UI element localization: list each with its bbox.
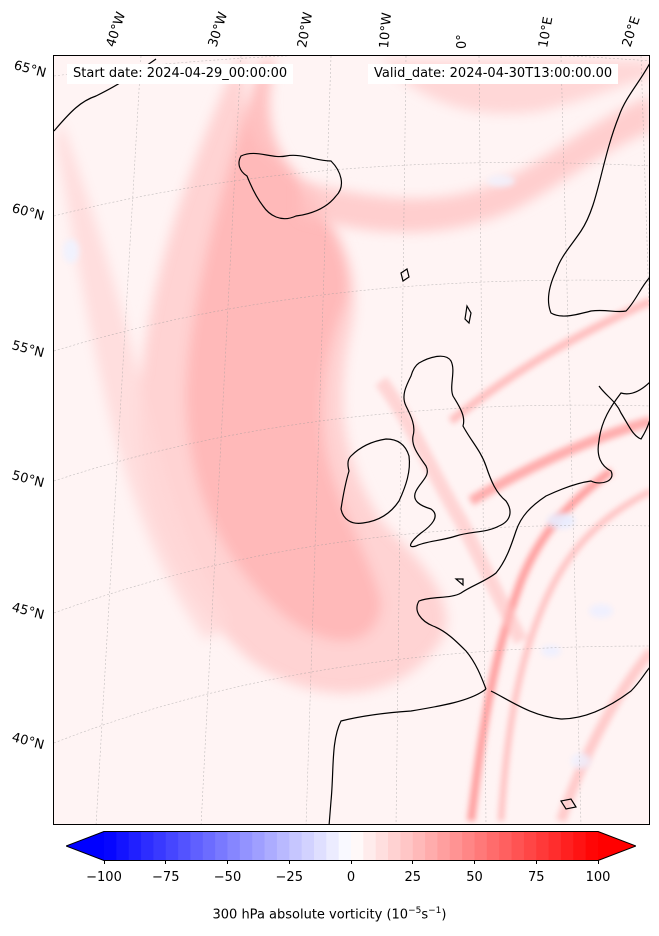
colorbar-tick-mark	[103, 860, 105, 864]
colorbar-extend-max	[598, 831, 636, 861]
lat-label-65n: 65°N	[12, 58, 48, 82]
colorbar-tick-label: 0	[346, 870, 356, 885]
lat-label-55n: 55°N	[10, 338, 46, 362]
colorbar-tick-label: −75	[152, 870, 180, 885]
colorbar-swatch	[252, 831, 266, 861]
colorbar-swatch	[326, 831, 340, 861]
colorbar-swatch	[425, 831, 438, 861]
colorbar-tick-mark	[288, 860, 290, 864]
lat-label-60n: 60°N	[10, 201, 46, 225]
lon-label-20e: 20°E	[619, 14, 644, 50]
colorbar-swatch	[301, 831, 315, 861]
colorbar-tick-label: −100	[86, 870, 122, 885]
colorbar-tick-label: −25	[275, 870, 303, 885]
colorbar-swatch	[486, 831, 500, 861]
colorbar-swatch	[338, 831, 352, 861]
map-canvas	[54, 56, 649, 824]
colorbar-swatch	[276, 831, 290, 861]
colorbar-swatch	[289, 831, 303, 861]
graticule	[54, 56, 649, 824]
lat-label-45n: 45°N	[10, 600, 46, 624]
colorbar-tick-label: 50	[466, 870, 483, 885]
colorbar-swatch	[412, 831, 426, 861]
lon-label-30w: 30°W	[205, 10, 232, 49]
lon-label-40w: 40°W	[103, 10, 130, 49]
lat-label-40n: 40°N	[10, 730, 46, 754]
colorbar-tick-label: 75	[527, 870, 545, 885]
colorbar-tick-label: −50	[213, 870, 242, 885]
colorbar-swatch	[264, 831, 278, 861]
lon-label-10w: 10°W	[377, 11, 396, 49]
colorbar-swatch	[190, 831, 204, 861]
colorbar-swatch	[511, 831, 525, 861]
colorbar-swatch	[449, 831, 463, 861]
colorbar-swatch	[128, 831, 142, 861]
colorbar-label-exponent-2: −1	[428, 906, 442, 916]
colorbar-tick-mark	[165, 860, 167, 864]
colorbar-tick-label: 25	[404, 870, 422, 885]
colorbar-swatch	[227, 831, 241, 861]
colorbar-swatch	[363, 831, 377, 861]
colorbar-label-unit: s	[421, 907, 429, 923]
coastlines	[54, 58, 649, 824]
colorbar-tick-mark	[535, 860, 537, 864]
colorbar-swatch	[536, 831, 550, 861]
colorbar-swatch	[499, 831, 513, 861]
colorbar-swatch	[313, 831, 327, 861]
lat-label-50n: 50°N	[10, 468, 46, 492]
colorbar-swatch	[474, 831, 488, 861]
colorbar-label-end: )	[441, 907, 447, 923]
colorbar	[66, 831, 636, 861]
colorbar-swatch	[548, 831, 562, 861]
colorbar-swatch	[400, 831, 414, 861]
start-date-label: Start date: 2024-04-29_00:00:00	[67, 64, 294, 84]
lon-label-20w: 20°W	[295, 11, 317, 50]
colorbar-swatch	[116, 831, 130, 861]
colorbar-tick-mark	[412, 860, 414, 864]
vorticity-streaks-east	[375, 297, 649, 823]
colorbar-tick-mark	[597, 860, 599, 864]
colorbar-swatch	[462, 831, 475, 861]
colorbar-swatch	[523, 831, 537, 861]
vorticity-map[interactable]	[53, 55, 650, 825]
colorbar-tick-label: 100	[585, 870, 611, 885]
colorbar-tick-mark	[227, 860, 228, 864]
valid-date-label: Valid_date: 2024-04-30T13:00:00.00	[368, 64, 619, 84]
colorbar-swatch	[560, 831, 574, 861]
colorbar-swatch	[104, 831, 117, 861]
colorbar-swatch	[437, 831, 451, 861]
colorbar-swatch	[202, 831, 216, 861]
colorbar-swatch	[165, 831, 179, 861]
colorbar-swatch	[351, 831, 364, 861]
colorbar-extend-min	[66, 831, 104, 861]
colorbar-swatch	[388, 831, 401, 861]
colorbar-swatch	[573, 831, 587, 861]
colorbar-swatch	[375, 831, 389, 861]
colorbar-tick-mark	[474, 860, 475, 864]
colorbar-swatch	[585, 831, 599, 861]
colorbar-label-exponent-1: −5	[408, 906, 422, 916]
colorbar-label-text: 300 hPa absolute vorticity (10	[212, 907, 409, 923]
vorticity-band-west	[56, 61, 447, 694]
colorbar-swatch	[153, 831, 167, 861]
lon-label-0: 0°	[455, 34, 470, 49]
colorbar-label: 300 hPa absolute vorticity (10−5s−1)	[0, 906, 659, 922]
colorbar-swatch	[215, 831, 228, 861]
colorbar-swatch	[178, 831, 191, 861]
lon-label-10e: 10°E	[536, 15, 557, 49]
colorbar-swatch	[141, 831, 154, 861]
colorbar-swatch	[239, 831, 253, 861]
negative-vorticity-patches	[63, 175, 613, 769]
colorbar-tick-mark	[350, 860, 352, 864]
